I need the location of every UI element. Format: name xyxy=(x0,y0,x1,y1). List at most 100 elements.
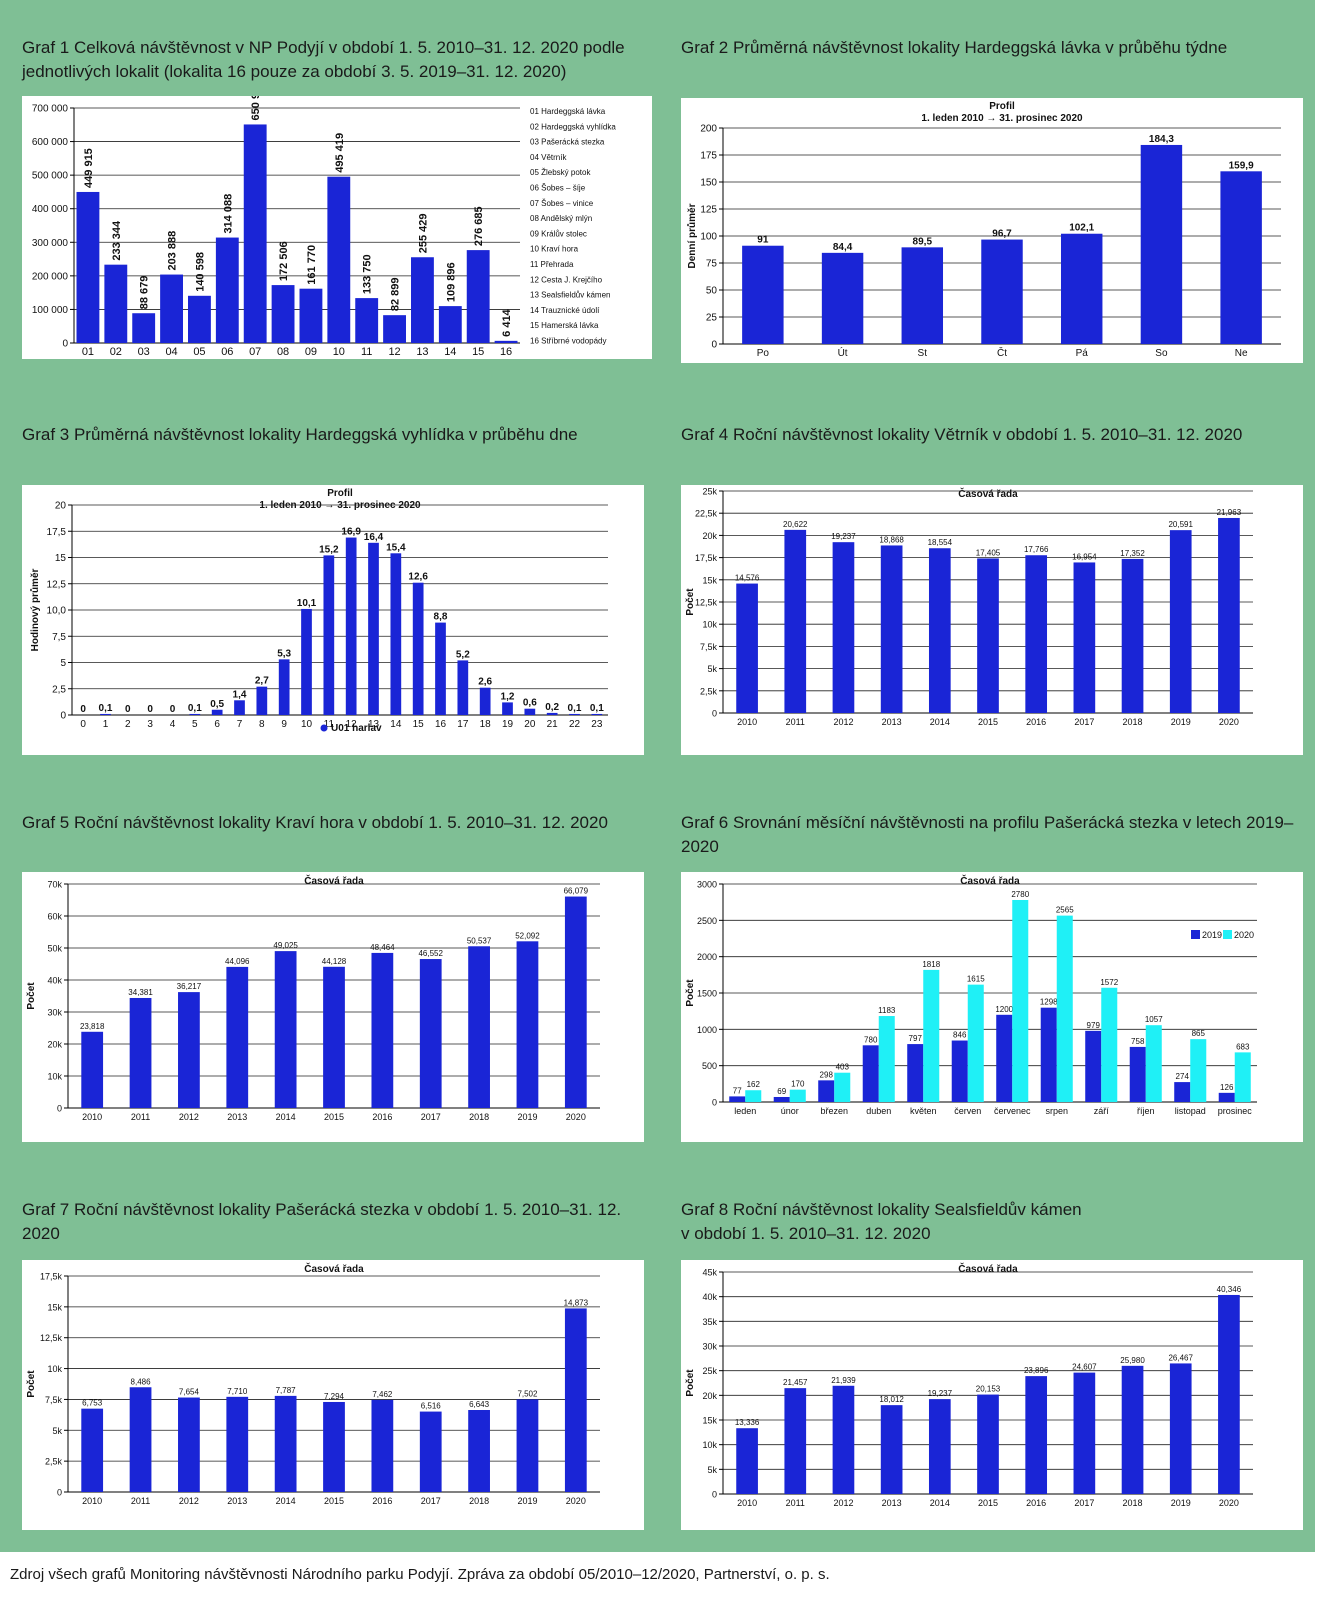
g3-bar xyxy=(345,537,357,715)
g7-ytick-label: 17,5k xyxy=(40,1272,63,1282)
g1-value-label: 276 685 xyxy=(473,206,485,246)
g6-bar-2020 xyxy=(789,1089,806,1102)
g8-value-label: 19,237 xyxy=(928,1389,953,1398)
g7-bar xyxy=(371,1399,394,1492)
g7-ytick-label: 15k xyxy=(47,1302,62,1312)
g5-value-label: 49,025 xyxy=(273,941,298,950)
g7-category-label: 2016 xyxy=(372,1496,392,1506)
g8-bar xyxy=(1121,1365,1144,1494)
g4-category-label: 2013 xyxy=(882,717,902,727)
g6-value-label: 162 xyxy=(747,1080,761,1089)
g2-value-label: 91 xyxy=(757,235,769,246)
g8-category-label: 2012 xyxy=(833,1498,853,1508)
g4-category-label: 2010 xyxy=(737,717,757,727)
g6-category-label: prosinec xyxy=(1218,1106,1253,1116)
g7-bar xyxy=(81,1408,104,1492)
g8-category-label: 2018 xyxy=(1123,1498,1143,1508)
g4-value-label: 21,963 xyxy=(1217,508,1242,517)
g3-ylabel: Hodinový průměr xyxy=(29,569,41,652)
g3-value-label: 0 xyxy=(170,704,176,715)
g4-value-label: 18,868 xyxy=(879,535,904,544)
g7-ytick-label: 2,5k xyxy=(45,1457,63,1467)
graf5-chart: Časová řada 0 10k 20k 30k 40k 50k 60k 70k Počet 20… xyxy=(26,874,600,1122)
g1-bar xyxy=(188,295,211,343)
g3-value-label: 0,2 xyxy=(545,702,559,713)
g5-bar xyxy=(419,959,442,1108)
g6-bar-2020 xyxy=(1190,1039,1207,1102)
g6-ytick-label: 2000 xyxy=(697,952,717,962)
g7-ylabel: Počet xyxy=(26,1370,37,1398)
g2-value-label: 89,5 xyxy=(913,236,933,247)
g4-title: Časová řada xyxy=(958,487,1018,500)
g2-bar xyxy=(1220,171,1262,344)
g1-legend-item: 06 Šobes – šíje xyxy=(530,184,586,193)
g7-category-label: 2018 xyxy=(469,1496,489,1506)
g5-bar xyxy=(468,946,490,1108)
g2-subtitle: 1. leden 2010 → 31. prosinec 2020 xyxy=(921,113,1083,124)
g1-legend-item: 07 Šobes – vinice xyxy=(530,199,594,208)
g1-bar xyxy=(327,176,351,343)
g6-value-label: 1818 xyxy=(922,960,940,969)
g6-category-label: říjen xyxy=(1137,1106,1155,1116)
g1-value-label: 140 598 xyxy=(194,252,206,292)
g3-bar xyxy=(100,713,111,715)
g1-legend-item: 02 Hardeggská vyhlídka xyxy=(530,122,616,131)
g6-value-label: 1298 xyxy=(1040,998,1058,1007)
g4-ytick-label: 20k xyxy=(702,531,717,541)
g5-category-label: 2013 xyxy=(227,1112,247,1122)
g2-value-label: 84,4 xyxy=(833,242,853,253)
g1-legend-item: 03 Pašerácká stezka xyxy=(530,138,605,147)
g7-value-label: 6,516 xyxy=(421,1402,442,1411)
g4-bar xyxy=(1121,558,1144,713)
g5-category-label: 2011 xyxy=(131,1112,150,1122)
g3-category-label: 11 xyxy=(324,719,335,730)
g7-bar xyxy=(178,1397,200,1492)
g4-bar xyxy=(928,548,951,713)
g5-ytick-label: 20k xyxy=(47,1040,62,1050)
g5-value-label: 48,464 xyxy=(370,943,395,952)
g7-category-label: 2019 xyxy=(517,1496,537,1506)
g3-category-label: 8 xyxy=(259,719,265,730)
g6-title: Časová řada xyxy=(960,874,1020,887)
g8-ytick-label: 30k xyxy=(702,1342,717,1352)
g8-value-label: 26,467 xyxy=(1168,1353,1193,1362)
g4-bar xyxy=(1073,562,1096,713)
g6-bar-2019 xyxy=(951,1040,968,1102)
g1-legend-item: 09 Králův stolec xyxy=(530,229,587,238)
g6-value-label: 780 xyxy=(864,1035,878,1044)
g3-category-label: 1 xyxy=(103,719,109,730)
graf5-caption: Graf 5 Roční návštěvnost lokality Kraví … xyxy=(22,813,608,832)
g6-bar-2020 xyxy=(1234,1052,1251,1102)
g3-value-label: 16,9 xyxy=(341,527,361,538)
g6-category-label: listopad xyxy=(1175,1106,1206,1116)
g1-legend-item: 08 Andělský mlýn xyxy=(530,214,592,223)
g2-category-label: St xyxy=(918,348,928,359)
g6-value-label: 77 xyxy=(733,1086,742,1095)
g8-bar xyxy=(1169,1363,1192,1494)
g2-ytick-label: 50 xyxy=(706,286,718,297)
g8-ytick-label: 35k xyxy=(702,1317,717,1327)
g3-bar xyxy=(278,659,290,715)
g3-category-label: 10 xyxy=(301,719,313,730)
g7-category-label: 2010 xyxy=(82,1496,102,1506)
g5-bar xyxy=(226,966,249,1108)
g6-bar-2019 xyxy=(818,1080,835,1102)
g3-category-label: 22 xyxy=(569,719,581,730)
g4-category-label: 2017 xyxy=(1074,717,1094,727)
g1-legend-item: 04 Větrník xyxy=(530,153,567,162)
g2-bar xyxy=(742,245,784,344)
g6-category-label: březen xyxy=(820,1106,848,1116)
g1-bar xyxy=(160,274,183,343)
g6-bar-2019 xyxy=(1218,1092,1235,1102)
g6-legend-label: 2020 xyxy=(1234,930,1254,940)
g1-category-label: 15 xyxy=(472,346,484,358)
g3-bar xyxy=(502,702,513,715)
g6-category-label: červenec xyxy=(994,1106,1031,1116)
g6-value-label: 1057 xyxy=(1145,1015,1163,1024)
g3-category-label: 21 xyxy=(547,719,559,730)
g7-category-label: 2011 xyxy=(131,1496,150,1506)
g8-value-label: 23,896 xyxy=(1024,1366,1049,1375)
g3-ytick-label: 2,5 xyxy=(52,684,66,695)
